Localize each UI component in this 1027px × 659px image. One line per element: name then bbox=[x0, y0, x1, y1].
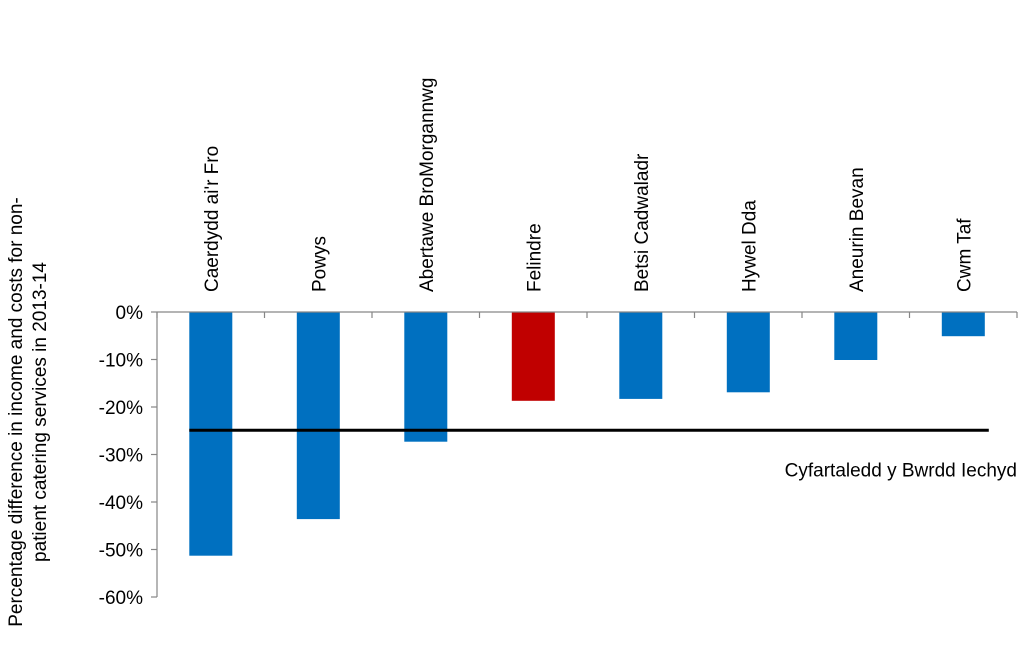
category-label-6: Aneurin Bevan bbox=[847, 167, 868, 292]
y-tick-label: -30% bbox=[99, 446, 143, 467]
y-tick-label: -10% bbox=[99, 351, 143, 372]
y-tick-label: -60% bbox=[99, 588, 143, 609]
category-label-7: Cwm Taf bbox=[954, 218, 975, 292]
average-line-label: Cyfartaledd y Bwrdd Iechyd bbox=[785, 460, 1017, 481]
category-label-4: Betsi Cadwaladr bbox=[632, 153, 653, 292]
y-tick-label: -40% bbox=[99, 493, 143, 514]
category-label-5: Hywel Dda bbox=[739, 200, 760, 292]
y-tick-label: 0% bbox=[116, 303, 144, 324]
y-axis-title-line-1: Percentage difference in income and cost… bbox=[6, 197, 27, 627]
axes-group bbox=[156, 311, 1018, 597]
bars-group bbox=[189, 312, 985, 556]
bar-2 bbox=[404, 312, 448, 442]
bar-6 bbox=[834, 312, 878, 360]
y-axis-title: Percentage difference in income and cost… bbox=[6, 197, 51, 627]
bar-4 bbox=[619, 312, 663, 399]
average-line-group: Cyfartaledd y Bwrdd Iechyd bbox=[189, 428, 1017, 481]
y-tick-label: -20% bbox=[99, 398, 143, 419]
bar-7 bbox=[941, 312, 985, 337]
category-label-0: Caerdydd ai'r Fro bbox=[202, 146, 223, 292]
bar-0 bbox=[189, 312, 233, 556]
y-ticks-group: 0% -10% -20% -30% -40% -50% -60% bbox=[99, 303, 157, 609]
bar-5 bbox=[726, 312, 770, 393]
category-labels-group: Caerdydd ai'r Fro Powys Abertawe BroMorgan… bbox=[202, 78, 975, 292]
category-label-2: Abertawe BroMorgannwg bbox=[417, 78, 438, 292]
bar-3 bbox=[511, 312, 555, 401]
y-axis-title-line-2: patient catering services in 2013-14 bbox=[30, 262, 51, 562]
category-label-3: Felindre bbox=[524, 223, 545, 292]
category-label-1: Powys bbox=[309, 236, 330, 292]
bar-1 bbox=[296, 312, 340, 520]
y-tick-label: -50% bbox=[99, 541, 143, 562]
